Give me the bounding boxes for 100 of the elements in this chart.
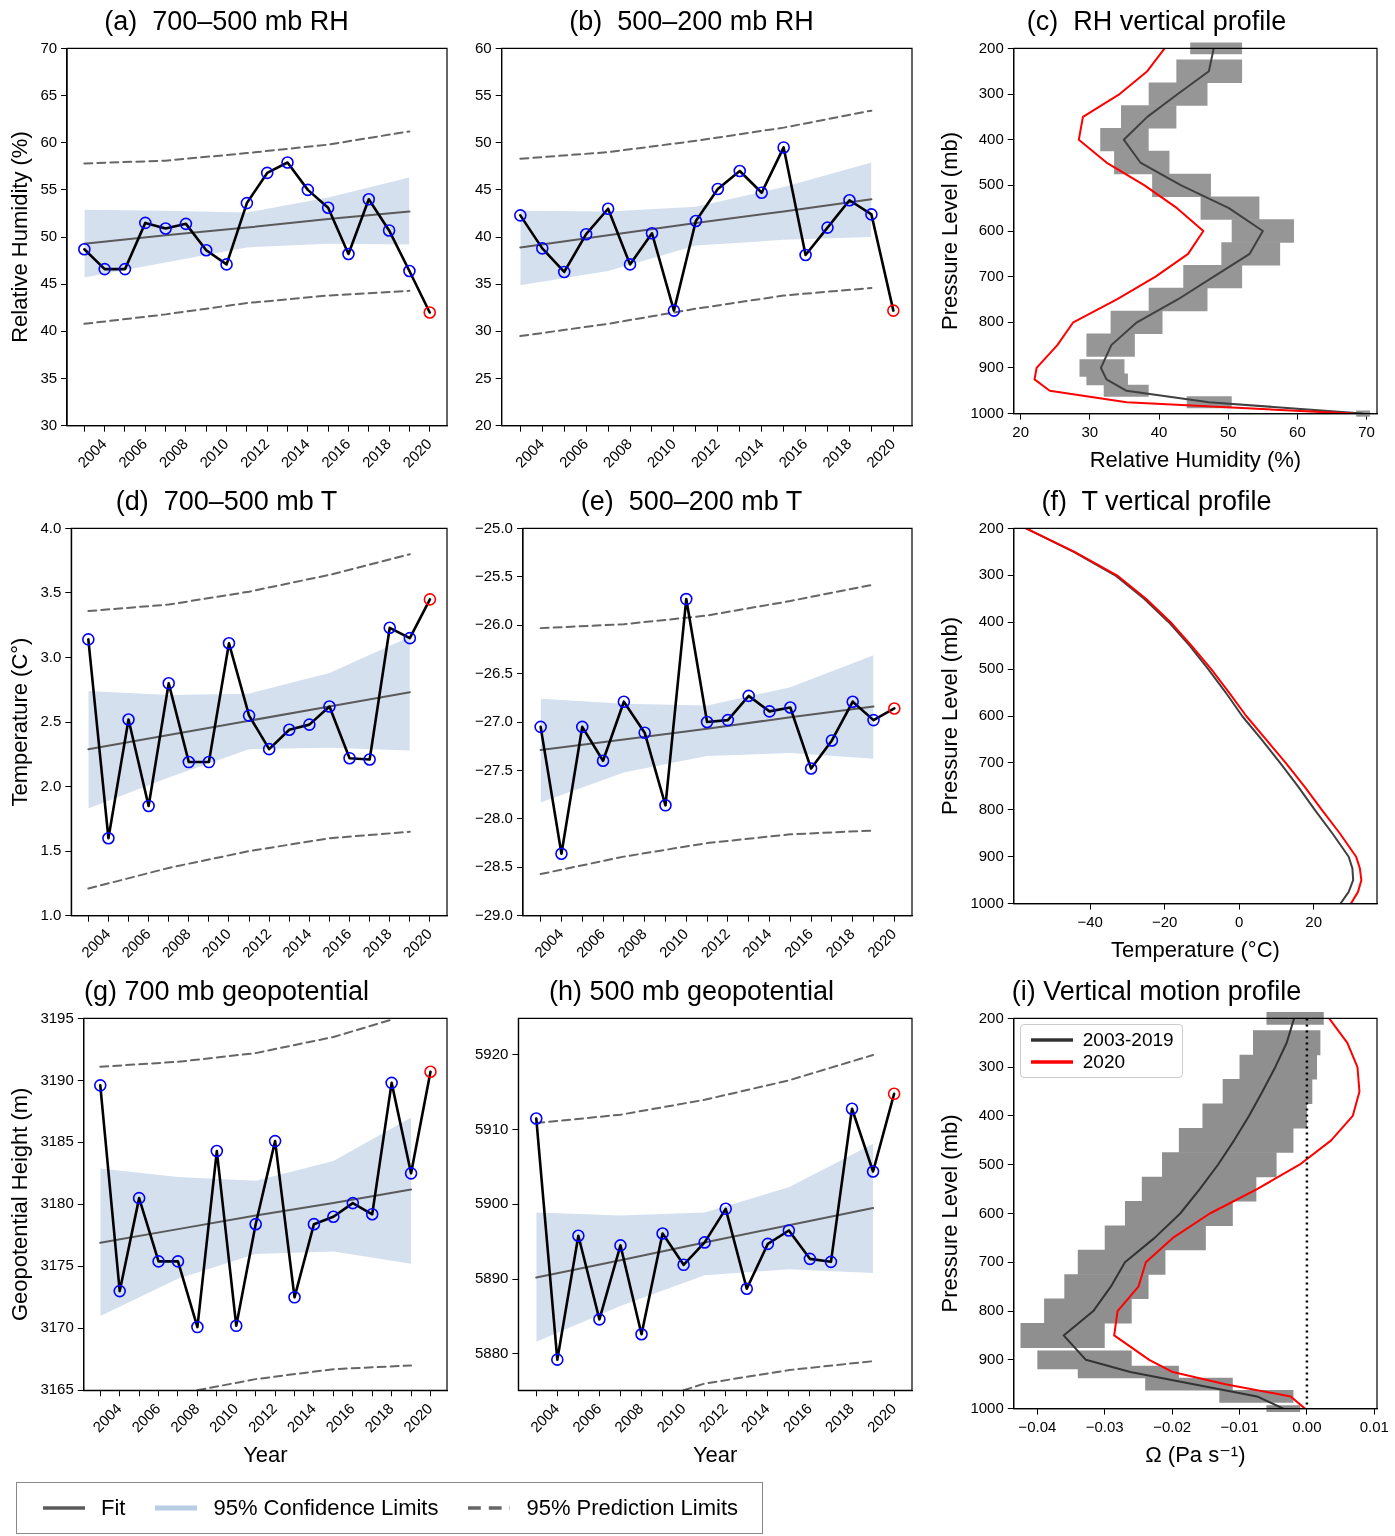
y-tick-label: 400 — [978, 1106, 1004, 1124]
y-tick-label: 30 — [475, 321, 492, 339]
point — [698, 1236, 711, 1249]
y-tick-label: 5880 — [474, 1343, 509, 1361]
point — [342, 247, 355, 261]
point — [579, 227, 593, 241]
point — [301, 183, 315, 197]
x-tick-label: 0.01 — [1359, 1417, 1389, 1435]
x-tick-label: −0.02 — [1153, 1417, 1192, 1435]
y-tick-label: 700 — [978, 753, 1004, 771]
y-axis-title: Pressure Level (mb) — [937, 1114, 963, 1313]
x-tick-label: 20 — [1305, 912, 1323, 930]
y-tick-label: 4.0 — [40, 518, 62, 536]
point — [755, 186, 768, 200]
point — [700, 715, 714, 729]
y-tick-label: −28.0 — [474, 809, 513, 826]
y-tick-label: 700 — [978, 1252, 1004, 1270]
point — [557, 265, 571, 279]
x-tick-label: 0 — [1234, 912, 1244, 930]
point — [846, 695, 860, 709]
point — [821, 221, 834, 234]
point — [645, 226, 659, 240]
y-tick-label: 800 — [978, 799, 1004, 817]
point — [139, 216, 152, 230]
point — [763, 705, 776, 718]
line-series — [196, 1364, 413, 1391]
point — [118, 262, 132, 276]
line-series — [519, 109, 873, 160]
x-tick-label: −0.04 — [1018, 1417, 1057, 1435]
point — [867, 713, 880, 727]
point — [601, 202, 615, 216]
chart-title: (e) 500–200 mb T — [580, 485, 803, 516]
x-axis-title: Relative Humidity (%) — [1089, 446, 1302, 472]
point — [656, 1227, 669, 1240]
y-tick-label: 3190 — [40, 1070, 74, 1088]
point — [179, 217, 193, 231]
y-tick-label: 700 — [978, 266, 1004, 284]
x-axis-title: Ω (Pa s⁻¹) — [1145, 1441, 1246, 1467]
chart-title: (a) 700–500 mb RH — [104, 5, 349, 36]
y-tick-label: 5900 — [474, 1194, 509, 1212]
point — [262, 742, 276, 756]
y-tick-label: 600 — [978, 221, 1004, 239]
point — [888, 702, 901, 715]
point — [202, 755, 216, 769]
y-tick-label: 70 — [40, 38, 58, 56]
point — [182, 755, 196, 769]
y-tick-label: 200 — [978, 1008, 1004, 1026]
y-tick-label: 900 — [978, 358, 1004, 376]
y-tick-label: −28.5 — [474, 857, 513, 875]
point — [638, 726, 651, 739]
y-tick-label: 60 — [40, 132, 58, 150]
point — [282, 723, 296, 737]
point — [93, 1079, 107, 1092]
y-tick-label: 3195 — [40, 1008, 74, 1026]
point — [887, 304, 900, 317]
point — [617, 695, 631, 709]
point — [385, 1076, 398, 1090]
chart-title: (g) 700 mb geopotential — [83, 975, 370, 1006]
y-tick-label: −26.5 — [474, 663, 513, 681]
y-tick-label: 1000 — [970, 403, 1004, 421]
y-axis-title: Pressure Level (mb) — [937, 131, 963, 331]
line-series — [83, 289, 411, 325]
point — [82, 633, 95, 646]
y-tick-label: 500 — [978, 659, 1004, 677]
point — [323, 700, 336, 713]
point — [843, 193, 856, 207]
legend-label: Fit — [101, 1495, 126, 1521]
point — [122, 713, 135, 726]
x-tick-label: −0.01 — [1220, 1417, 1259, 1435]
point — [281, 156, 294, 169]
chart-title: (d) 700–500 mb T — [115, 485, 338, 516]
point — [268, 1134, 282, 1148]
point — [240, 196, 254, 210]
y-tick-label: 3175 — [40, 1256, 74, 1274]
point — [220, 258, 233, 271]
y-tick-label: 200 — [978, 38, 1004, 56]
y-tick-label: 400 — [978, 612, 1004, 630]
point — [719, 1202, 733, 1216]
point — [229, 1319, 243, 1333]
y-tick-label: 500 — [978, 175, 1004, 193]
point — [307, 1217, 321, 1231]
x-axis-title: Year — [692, 1441, 738, 1467]
chart-title: (h) 500 mb geopotential — [548, 975, 835, 1006]
y-tick-label: 2.5 — [40, 712, 62, 730]
point — [98, 262, 111, 276]
point — [777, 141, 790, 154]
x-tick-label: 20 — [1012, 422, 1030, 440]
point — [210, 1144, 224, 1158]
line-series — [99, 1018, 393, 1068]
y-tick-label: 55 — [40, 180, 58, 198]
text: 95% Confidence Limits — [213, 1495, 439, 1521]
chart-title: (f) T vertical profile — [1041, 485, 1272, 516]
point — [824, 1255, 838, 1269]
point — [362, 193, 376, 206]
y-tick-label: 40 — [40, 321, 58, 339]
point — [572, 1229, 585, 1242]
point — [551, 1353, 564, 1366]
point — [142, 799, 155, 813]
x-tick-label: −40 — [1077, 912, 1103, 930]
y-tick-label: 200 — [978, 518, 1004, 536]
